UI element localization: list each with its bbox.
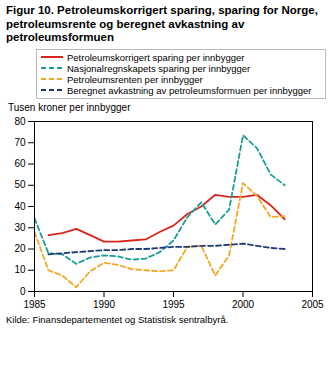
svg-text:2000: 2000 <box>232 298 255 309</box>
svg-text:70: 70 <box>14 136 26 147</box>
svg-text:2005: 2005 <box>301 298 324 309</box>
svg-text:40: 40 <box>14 200 26 211</box>
svg-text:80: 80 <box>14 115 26 126</box>
html-text:Kilde: Finansdepartementet og: Kilde: Finansdepartementet og Statistisk… <box>6 313 229 325</box>
html-text:Beregnet avkastning av petrole: Beregnet avkastning av petroleumsformuen… <box>67 84 312 96</box>
svg-text:0: 0 <box>20 285 26 296</box>
svg-text:60: 60 <box>14 158 26 169</box>
svg-text:1995: 1995 <box>162 298 185 309</box>
html-text:Nasjonalregnskapets sparing pe: Nasjonalregnskapets sparing per innbygge… <box>67 62 251 74</box>
html-text:Figur 10. Petroleumskorrigert: Figur 10. Petroleumskorrigert sparing, s… <box>6 4 318 43</box>
svg-text:50: 50 <box>14 179 26 190</box>
html-text:Tusen kroner per innbygger: Tusen kroner per innbygger <box>8 101 131 113</box>
svg-text:1990: 1990 <box>93 298 116 309</box>
svg-text:1985: 1985 <box>23 298 46 309</box>
svg-text:30: 30 <box>14 221 26 232</box>
html-text:Petroleumsrenten per innbygger: Petroleumsrenten per innbygger <box>67 73 203 85</box>
svg-text:20: 20 <box>14 243 26 254</box>
svg-text:10: 10 <box>14 264 26 275</box>
html-text:Petroleumskorrigert sparing pe: Petroleumskorrigert sparing per innbygge… <box>67 51 245 63</box>
